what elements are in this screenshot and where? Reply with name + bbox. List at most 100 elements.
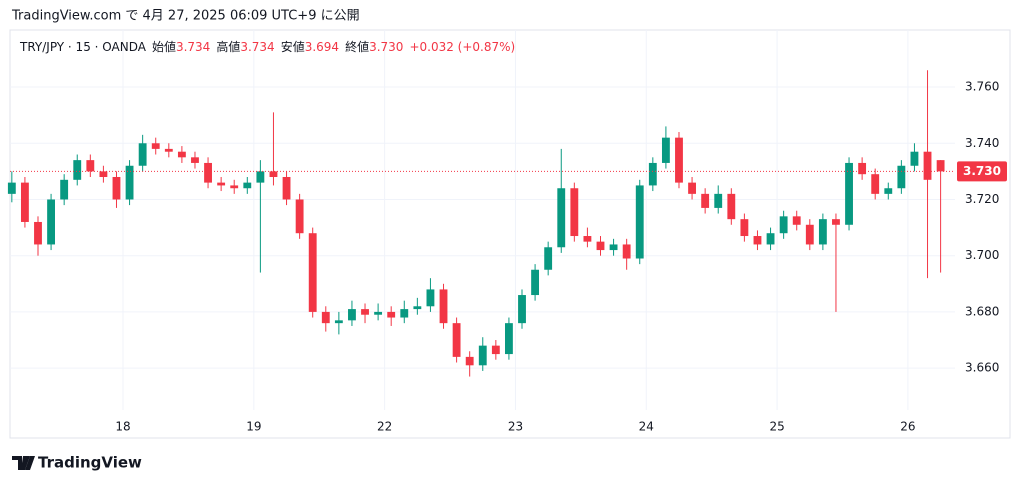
logo-text: TradingView: [38, 454, 142, 472]
candle-body: [832, 219, 840, 225]
x-tick-label: 22: [377, 420, 392, 434]
candle-body: [622, 244, 631, 259]
candle-body: [73, 160, 82, 180]
candle-body: [413, 306, 422, 310]
candle-body: [805, 224, 814, 245]
candle-body: [348, 309, 356, 321]
chart-frame: [9, 29, 1011, 439]
candle-body: [125, 165, 134, 200]
candle-body: [557, 188, 566, 248]
candle-body: [544, 247, 553, 270]
candle-body: [635, 185, 644, 259]
candle-body: [688, 182, 696, 194]
candle-body: [675, 137, 683, 183]
candle-body: [308, 233, 317, 312]
candle-body: [609, 244, 618, 251]
candle-body: [845, 162, 853, 225]
legend-label: 安値: [281, 39, 305, 54]
candle-body: [910, 151, 919, 166]
candle-body: [60, 179, 69, 200]
legend-label: 終値: [345, 39, 369, 54]
candle-body: [334, 320, 343, 324]
candle-body: [164, 148, 173, 152]
candle-body: [295, 199, 304, 234]
candle-body: [204, 162, 212, 183]
candle-body: [531, 269, 540, 296]
candle-body: [714, 193, 723, 208]
candles: [7, 70, 945, 377]
candle-body: [871, 174, 880, 194]
candle-body: [570, 188, 579, 237]
candle-body: [99, 171, 108, 177]
candle-body: [243, 182, 252, 189]
candle-body: [779, 216, 788, 234]
x-tick-label: 26: [900, 420, 915, 434]
x-tick-label: 24: [639, 420, 654, 434]
candle-body: [7, 182, 16, 194]
legend-label: 高値: [216, 39, 240, 54]
candle-body: [596, 241, 605, 251]
legend-value: 3.734: [176, 40, 210, 54]
candle-body: [374, 311, 383, 315]
legend-change: +0.032 (+0.87%): [409, 40, 515, 54]
candle-body: [20, 182, 29, 222]
candle-body: [792, 216, 801, 225]
y-tick-label: 3.680: [965, 304, 999, 318]
overlay: 3.660 3.680 3.700 3.720 3.740 3.760 18 19 22 23 24…: [10, 80, 1007, 434]
candle-body: [897, 165, 906, 189]
y-tick-label: 3.700: [965, 248, 999, 262]
header: TradingView.com で 4月 27, 2025 06:09 UTC+…: [11, 9, 360, 24]
candle-body: [491, 345, 500, 355]
candle-body: [727, 193, 736, 220]
legend: TRY/JPY · 15 · OANDA 始値3.734 高値3.734 安値3.69…: [19, 39, 515, 54]
candle-body: [34, 221, 42, 245]
candle-body: [47, 199, 55, 245]
candle-body: [661, 137, 670, 163]
candle-body: [465, 356, 474, 366]
candle-body: [361, 309, 369, 315]
last-price-box: [957, 161, 1007, 182]
candle-body: [177, 151, 186, 158]
candle-body: [583, 236, 592, 242]
x-tick-label: 23: [508, 420, 523, 434]
grid: [10, 30, 955, 410]
candle-body: [818, 219, 827, 245]
legend-label: 始値: [152, 39, 176, 54]
candle-body: [256, 171, 265, 183]
candle-body: [505, 323, 513, 355]
candle-body: [191, 157, 199, 163]
candle-body: [269, 171, 278, 177]
logo-icon: [12, 456, 35, 470]
candle-body: [858, 162, 867, 175]
candle-body: [936, 160, 945, 172]
candle-body: [217, 182, 226, 186]
candle-body: [923, 151, 932, 180]
y-tick-label: 3.760: [965, 80, 999, 94]
candle-body: [478, 345, 487, 366]
candle-body: [112, 176, 121, 200]
candle-body: [230, 185, 239, 189]
y-tick-label: 3.660: [965, 361, 999, 375]
candle-body: [282, 176, 291, 200]
symbol: TRY/JPY · 15 · OANDA: [19, 40, 147, 54]
candle-body: [884, 188, 893, 194]
last-price-label: 3.730: [963, 164, 1001, 178]
candle-body: [518, 295, 526, 324]
candle-body: [648, 162, 657, 186]
candle-body: [387, 311, 396, 318]
legend-value: 3.734: [240, 40, 274, 54]
candle-body: [138, 143, 147, 166]
x-tick-label: 25: [769, 420, 784, 434]
candle-body: [439, 289, 448, 324]
x-tick-label: 18: [115, 420, 130, 434]
candle-body: [766, 233, 775, 245]
candle-body: [740, 219, 749, 237]
candle-body: [400, 309, 409, 318]
legend-value: 3.730: [369, 40, 403, 54]
legend-value: 3.694: [305, 40, 339, 54]
y-tick-label: 3.740: [965, 136, 999, 150]
candle-body: [321, 311, 330, 324]
candle-body: [701, 193, 710, 208]
